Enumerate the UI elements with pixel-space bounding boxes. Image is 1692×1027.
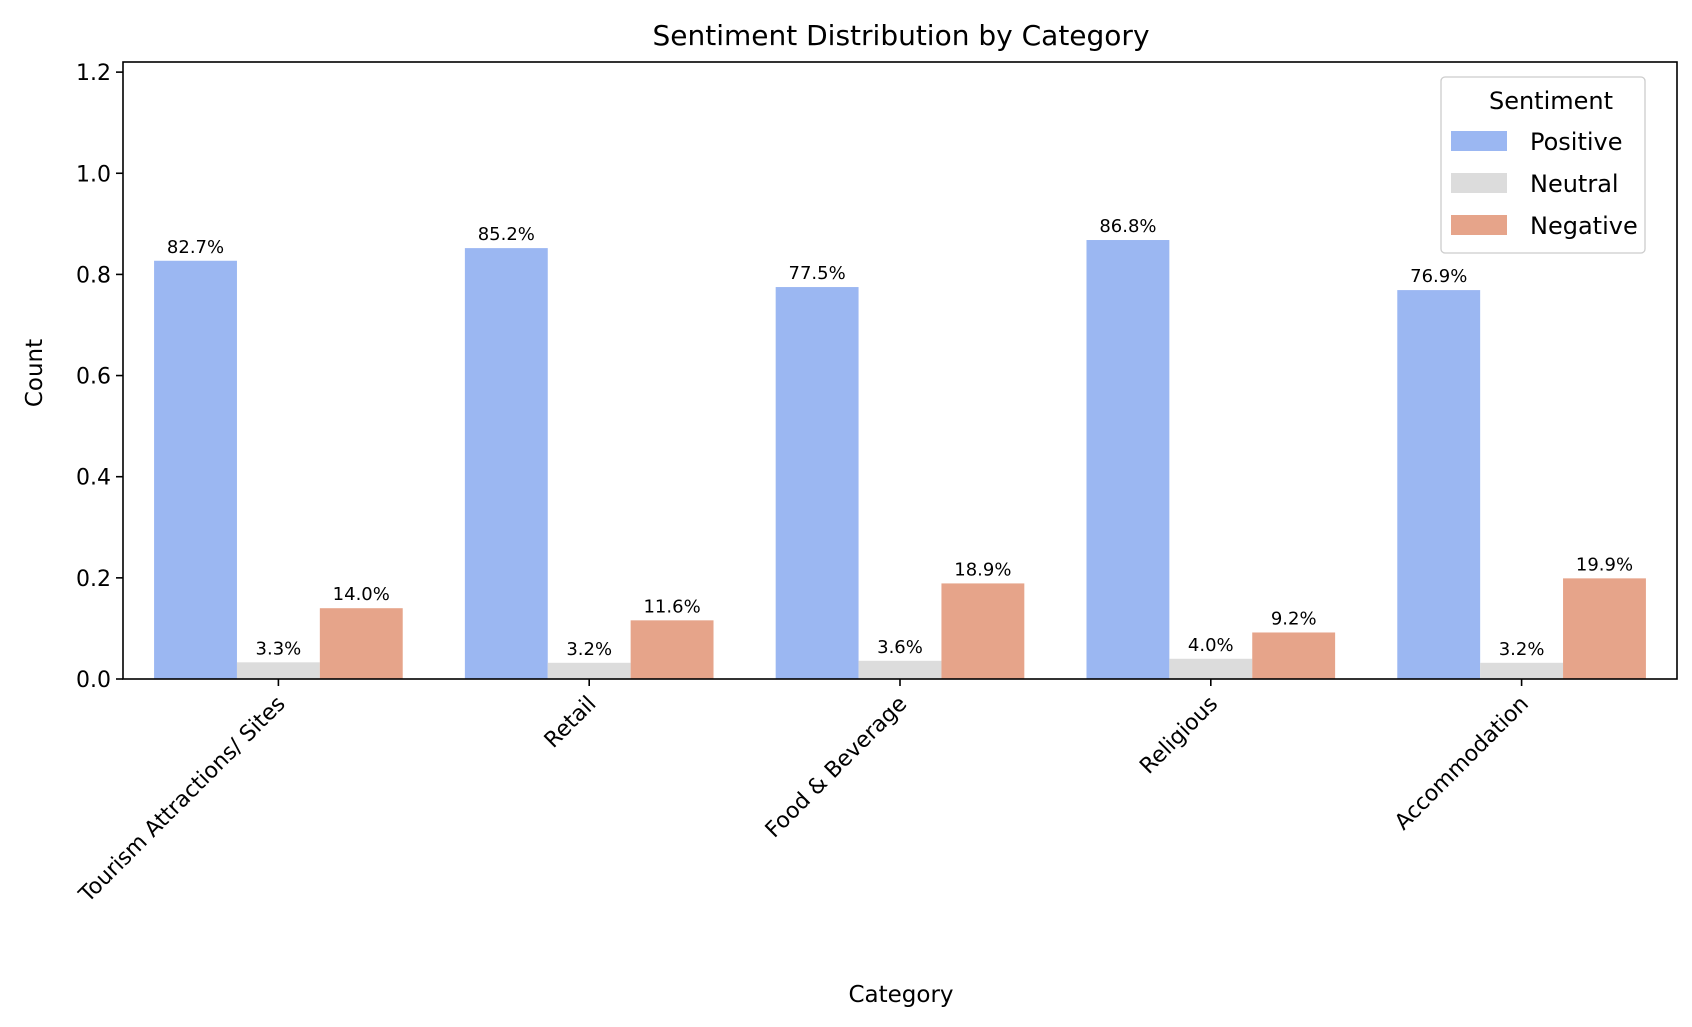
data-labels-group: 82.7% 3.3% 14.0% 85.2% 3.2% 11.6% 77.5% 3.6% 18.…: [167, 216, 1633, 660]
legend-label-neutral: Neutral: [1530, 170, 1619, 198]
bar-negative-3: [941, 583, 1025, 679]
data-label-negative-2: 11.6%: [643, 596, 700, 617]
data-label-neutral-2: 3.2%: [566, 639, 612, 660]
legend: Sentiment Positive Neutral Negative: [1440, 76, 1646, 254]
data-label-positive-5: 76.9%: [1410, 266, 1467, 287]
legend-label-negative: Negative: [1530, 212, 1638, 240]
legend-label-positive: Positive: [1530, 128, 1623, 156]
legend-box: [1440, 76, 1646, 254]
y-tick-label: 0.4: [76, 466, 111, 491]
data-label-neutral-5: 3.2%: [1499, 639, 1545, 660]
bar-negative-1: [319, 608, 403, 679]
legend-swatch-positive: [1451, 131, 1507, 151]
legend-items: Positive Neutral Negative: [1451, 128, 1638, 240]
bar-positive-5: [1397, 290, 1481, 679]
data-label-positive-4: 86.8%: [1099, 216, 1156, 237]
legend-swatch-neutral: [1451, 173, 1507, 193]
x-axis-label: Category: [848, 982, 953, 1008]
bar-positive-3: [775, 287, 859, 679]
y-tick-label: 1.2: [76, 61, 111, 86]
data-label-negative-5: 19.9%: [1576, 554, 1633, 575]
data-label-neutral-4: 4.0%: [1188, 635, 1234, 656]
data-label-neutral-1: 3.3%: [256, 638, 302, 659]
chart-title: Sentiment Distribution by Category: [652, 19, 1149, 52]
data-label-negative-4: 9.2%: [1271, 608, 1317, 629]
bar-positive-2: [464, 248, 548, 679]
bar-positive-4: [1086, 240, 1170, 680]
bar-negative-4: [1252, 632, 1336, 679]
y-tick-label: 1.0: [76, 162, 111, 187]
plot-frame: [122, 61, 1678, 680]
data-label-positive-3: 77.5%: [789, 263, 846, 284]
data-label-negative-3: 18.9%: [954, 559, 1011, 580]
bar-neutral-1: [236, 662, 320, 679]
bar-negative-5: [1563, 578, 1646, 679]
bars-group: [154, 240, 1646, 680]
data-label-neutral-3: 3.6%: [877, 637, 923, 658]
data-label-positive-1: 82.7%: [167, 237, 224, 258]
y-axis: 0.0 0.2 0.4 0.6 0.8 1.0 1.2: [76, 61, 123, 693]
bar-neutral-2: [547, 662, 631, 679]
legend-swatch-negative: [1451, 215, 1507, 235]
legend-title: Sentiment: [1489, 87, 1613, 115]
bar-positive-1: [154, 260, 237, 679]
data-label-negative-1: 14.0%: [333, 584, 390, 605]
bar-negative-2: [630, 620, 714, 679]
data-label-positive-2: 85.2%: [478, 224, 535, 245]
y-axis-label: Count: [22, 339, 48, 407]
y-tick-label: 0.0: [76, 668, 111, 693]
bar-neutral-4: [1169, 658, 1253, 679]
bar-neutral-5: [1480, 662, 1564, 679]
y-tick-label: 0.6: [76, 365, 111, 390]
bar-neutral-3: [858, 660, 942, 679]
y-tick-label: 0.2: [76, 567, 111, 592]
y-tick-label: 0.8: [76, 263, 111, 288]
